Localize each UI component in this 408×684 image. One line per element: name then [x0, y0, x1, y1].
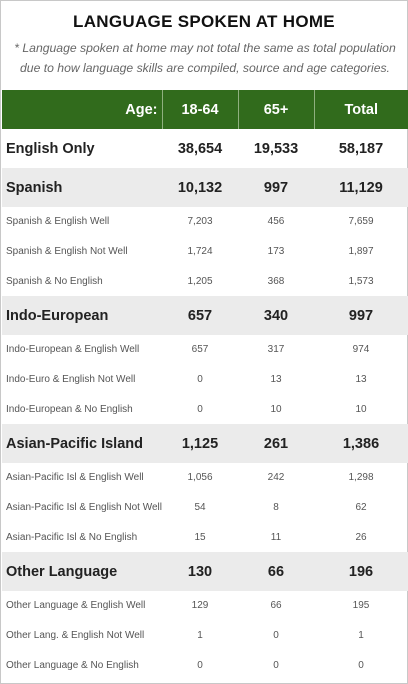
cell-18-64: 0: [197, 403, 203, 415]
cell-18-64: 1: [197, 629, 203, 641]
cell-total: 26: [355, 531, 367, 543]
cell-total: 1,573: [348, 275, 374, 287]
cell-65-plus: 261: [263, 435, 289, 452]
cell-total: 7,659: [348, 216, 374, 227]
col-header-18-64: 18-64: [161, 90, 238, 129]
cell-18-64: 129: [191, 600, 209, 611]
cell-65-plus: 997: [263, 179, 289, 196]
cell-65-plus: 0: [273, 629, 279, 641]
cell-18-64: 1,056: [187, 472, 213, 483]
cell-18-64: 10,132: [177, 179, 223, 196]
cell-18-64: 1,724: [187, 245, 213, 257]
row-label: English Only: [6, 140, 95, 157]
row-label: Spanish: [6, 179, 63, 196]
row-label: Spanish & No English: [6, 275, 103, 287]
language-table: Age: 18-64 65+ Total English Only 38,654…: [2, 90, 408, 680]
cell-total: 974: [352, 344, 370, 355]
table-row: Spanish 10,132 997 11,129: [2, 168, 408, 207]
cell-65-plus: 66: [270, 600, 282, 611]
cell-18-64: 657: [187, 307, 213, 324]
cell-18-64: 0: [197, 659, 203, 671]
col-header-total: Total: [313, 90, 408, 129]
table-row: Other Lang. & English Not Well 1 0 1: [2, 620, 408, 650]
row-label: Asian-Pacific Isl & English Well: [6, 472, 144, 483]
table-row: Asian-Pacific Isl & No English 15 11 26: [2, 522, 408, 552]
cell-65-plus: 11: [270, 531, 282, 543]
table-row: Asian-Pacific Isl & English Well 1,056 2…: [2, 463, 408, 492]
cell-18-64: 54: [194, 501, 206, 513]
cell-65-plus: 340: [263, 307, 289, 324]
cell-18-64: 1,125: [181, 435, 219, 452]
cell-18-64: 130: [187, 563, 213, 580]
cell-65-plus: 456: [267, 216, 285, 227]
cell-65-plus: 66: [267, 563, 285, 580]
page-title: LANGUAGE SPOKEN AT HOME: [73, 12, 335, 31]
table-row: Indo-European & No English 0 10 10: [2, 394, 408, 424]
cell-65-plus: 317: [267, 344, 285, 355]
cell-total: 195: [352, 600, 370, 611]
cell-65-plus: 0: [273, 659, 279, 671]
table-row: Asian-Pacific Island 1,125 261 1,386: [2, 424, 408, 463]
col-header-65-plus: 65+: [237, 90, 314, 129]
cell-total: 0: [358, 659, 364, 671]
cell-total: 997: [348, 307, 374, 324]
row-label: Indo-European & English Well: [6, 344, 140, 355]
table-row: Spanish & No English 1,205 368 1,573: [2, 266, 408, 296]
cell-18-64: 1,205: [187, 275, 213, 287]
cell-total: 10: [355, 403, 367, 415]
row-label: Indo-Euro & English Not Well: [6, 373, 136, 385]
row-label: Other Language & No English: [6, 659, 139, 671]
table-header-row: Age: 18-64 65+ Total: [2, 90, 408, 129]
cell-total: 58,187: [338, 140, 384, 157]
cell-total: 62: [355, 501, 367, 513]
cell-total: 1,386: [342, 435, 380, 452]
cell-18-64: 0: [197, 373, 203, 385]
cell-total: 13: [355, 373, 367, 385]
table-row: Other Language & No English 0 0 0: [2, 650, 408, 680]
cell-total: 1,897: [348, 245, 374, 257]
table-row: Indo-Euro & English Not Well 0 13 13: [2, 364, 408, 394]
cell-total: 11,129: [339, 179, 383, 196]
table-row: Indo-European 657 340 997: [2, 296, 408, 335]
row-label: Other Language: [6, 563, 118, 580]
cell-65-plus: 8: [273, 501, 279, 513]
row-label: Other Language & English Well: [6, 600, 146, 611]
row-label: Spanish & English Not Well: [6, 245, 128, 257]
row-label: Spanish & English Well: [6, 216, 110, 227]
table-row: Other Language & English Well 129 66 195: [2, 591, 408, 620]
cell-18-64: 38,654: [177, 140, 223, 157]
cell-18-64: 15: [194, 531, 206, 543]
age-header: Age:: [125, 101, 158, 118]
row-label: Indo-European & No English: [6, 403, 133, 415]
cell-65-plus: 173: [267, 245, 285, 257]
row-label: Asian-Pacific Isl & No English: [6, 531, 138, 543]
cell-total: 1,298: [348, 472, 374, 483]
cell-total: 1: [358, 629, 364, 641]
cell-65-plus: 19,533: [253, 140, 299, 157]
row-label: Asian-Pacific Isl & English Not Well: [6, 501, 162, 513]
table-row: Asian-Pacific Isl & English Not Well 54 …: [2, 492, 408, 522]
cell-18-64: 7,203: [187, 216, 213, 227]
cell-18-64: 657: [191, 344, 209, 355]
row-label: Indo-European: [6, 307, 109, 324]
table-row: Other Language 130 66 196: [2, 552, 408, 591]
table-row: Indo-European & English Well 657 317 974: [2, 335, 408, 364]
table-row: English Only 38,654 19,533 58,187: [2, 129, 408, 168]
table-row: Spanish & English Well 7,203 456 7,659: [2, 207, 408, 236]
table-row: Spanish & English Not Well 1,724 173 1,8…: [2, 236, 408, 266]
row-label: Asian-Pacific Island: [6, 435, 143, 452]
cell-total: 196: [348, 563, 374, 580]
cell-65-plus: 242: [267, 472, 285, 483]
cell-65-plus: 10: [270, 403, 282, 415]
row-label: Other Lang. & English Not Well: [6, 629, 145, 641]
footnote: * Language spoken at home may not total …: [14, 41, 396, 75]
cell-65-plus: 368: [267, 275, 285, 287]
cell-65-plus: 13: [270, 373, 282, 385]
